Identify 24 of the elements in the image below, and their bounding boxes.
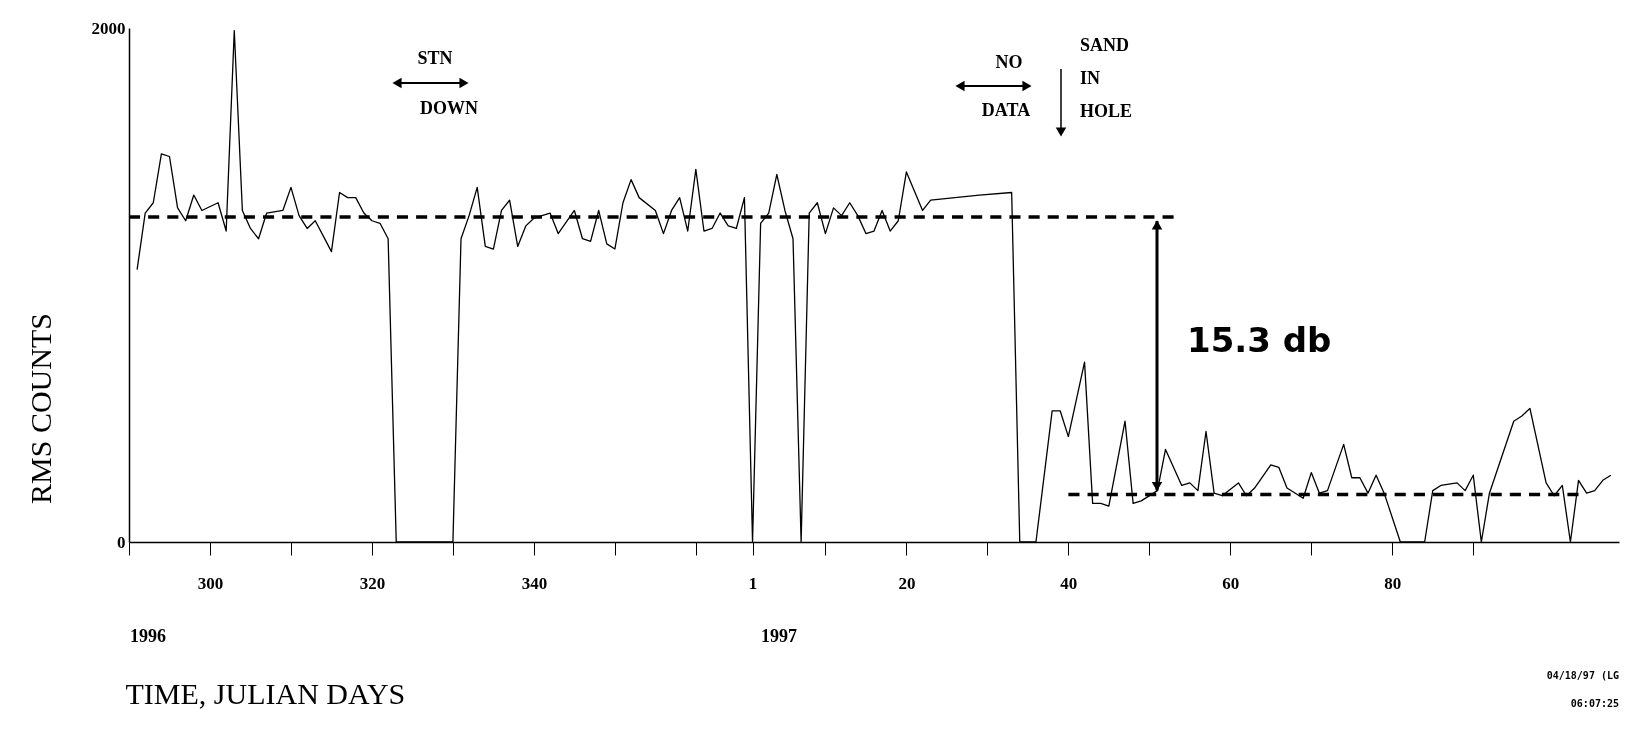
x-tick-label: 340 <box>521 573 548 593</box>
annotation: 15.3 db <box>1187 320 1332 360</box>
annotation: IN <box>1080 68 1101 88</box>
x-tick-label: 20 <box>898 573 916 593</box>
text: 1997 <box>761 626 797 646</box>
y-tick-label: 0 <box>117 532 126 552</box>
annotation: STN <box>417 48 453 68</box>
x-tick-label: 60 <box>1222 573 1240 593</box>
x-axis-title: TIME, JULIAN DAYS <box>125 676 406 710</box>
y-axis-title: RMS COUNTS <box>23 313 57 504</box>
annotation: DATA <box>981 100 1031 120</box>
text: 04/18/97 (LG <box>1546 670 1619 681</box>
annotation: DOWN <box>420 98 478 118</box>
x-tick-label: 40 <box>1060 573 1078 593</box>
x-tick-label: 320 <box>359 573 386 593</box>
text: 1996 <box>130 626 166 646</box>
annotation: SAND <box>1080 35 1130 55</box>
x-tick-label: 1 <box>748 573 758 593</box>
annotation: NO <box>995 52 1023 72</box>
annotation: HOLE <box>1080 101 1133 121</box>
y-tick-label: 2000 <box>91 18 126 38</box>
text: 06:07:25 <box>1570 698 1619 709</box>
x-tick-label: 80 <box>1384 573 1402 593</box>
x-tick-label: 300 <box>197 573 224 593</box>
